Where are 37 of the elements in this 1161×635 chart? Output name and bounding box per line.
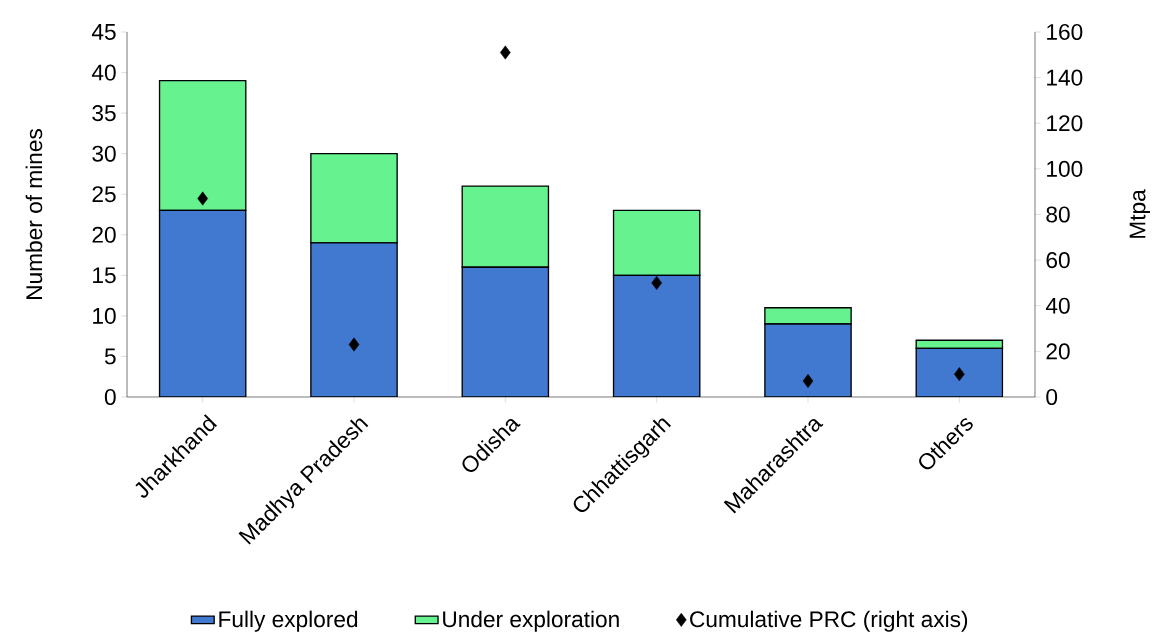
y2-tick-label: 60 bbox=[1046, 252, 1070, 269]
y-tick-label: 20 bbox=[92, 226, 116, 243]
y-tick-label: 10 bbox=[93, 307, 116, 324]
point bbox=[802, 374, 814, 388]
y-tick-label: 15 bbox=[93, 267, 116, 284]
y-tick-label: 0 bbox=[104, 388, 116, 406]
bar bbox=[915, 347, 1004, 397]
y2-tick-label: 160 bbox=[1047, 23, 1083, 41]
bar bbox=[764, 323, 852, 397]
y2-tick-label: 80 bbox=[1046, 206, 1070, 223]
y2-tick-label: 40 bbox=[1045, 297, 1070, 314]
bar bbox=[461, 266, 550, 397]
legend-label: Cumulative PRC (right axis) bbox=[690, 610, 968, 632]
y-axis-title: Number of mines bbox=[25, 129, 43, 299]
point bbox=[500, 45, 511, 60]
point bbox=[954, 367, 965, 382]
y-tick-label: 5 bbox=[104, 348, 116, 365]
point bbox=[197, 191, 208, 206]
y-tick-label: 40 bbox=[91, 64, 116, 81]
legend-label: Under exploration bbox=[443, 610, 619, 632]
y2-tick-label: 120 bbox=[1047, 115, 1083, 132]
legend-label: Fully explored bbox=[219, 610, 358, 632]
y2-tick-label: 140 bbox=[1047, 69, 1083, 86]
y-tick-label: 35 bbox=[92, 105, 116, 122]
y2-axis-title: Mtpa bbox=[1129, 189, 1150, 238]
bar bbox=[764, 307, 852, 325]
bar bbox=[612, 274, 701, 397]
bar bbox=[310, 242, 398, 397]
y-tick-label: 30 bbox=[92, 145, 116, 162]
y2-tick-label: 20 bbox=[1046, 343, 1070, 360]
point bbox=[651, 275, 662, 290]
point bbox=[348, 337, 360, 352]
bar bbox=[158, 209, 247, 397]
y-tick-label: 25 bbox=[92, 186, 116, 203]
y2-tick-label: 100 bbox=[1047, 160, 1083, 177]
y-tick-label: 45 bbox=[91, 24, 116, 40]
y2-tick-label: 0 bbox=[1046, 388, 1058, 406]
